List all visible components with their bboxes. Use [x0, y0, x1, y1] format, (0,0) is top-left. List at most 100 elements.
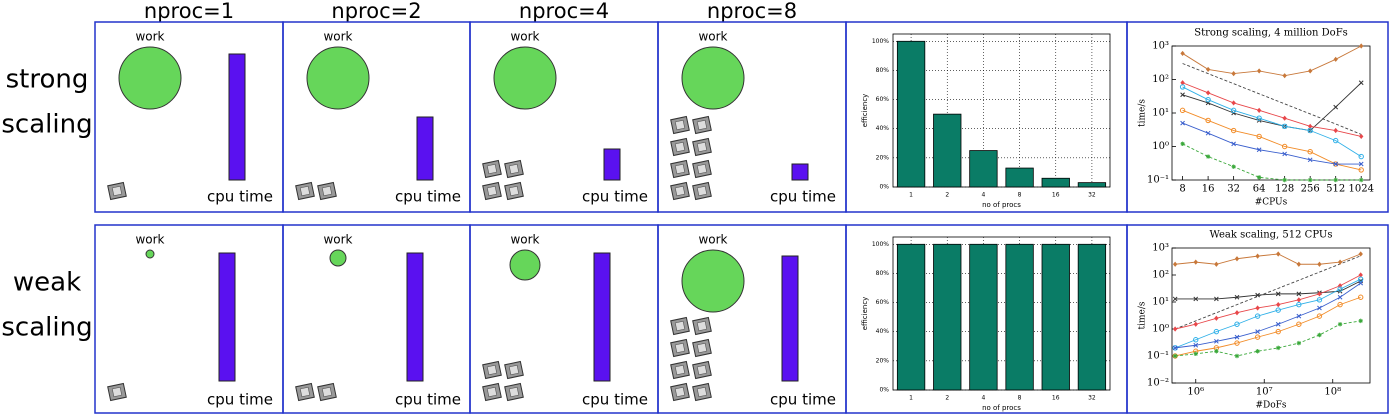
chip-core	[696, 342, 708, 354]
cpu-chip	[670, 137, 690, 157]
plot-area	[892, 33, 1111, 188]
cpu-chip	[692, 181, 712, 201]
marker	[1296, 301, 1302, 308]
chip-core	[508, 163, 520, 175]
marker	[1256, 107, 1262, 113]
marker	[1231, 164, 1236, 169]
marker	[1296, 321, 1302, 327]
series-line	[1175, 274, 1361, 330]
chip-core	[508, 386, 520, 398]
cpu-chip	[670, 382, 690, 402]
marker	[1193, 296, 1199, 302]
work-circle	[145, 249, 155, 259]
x-tick-label: 2	[945, 395, 949, 402]
marker	[1359, 43, 1364, 49]
marker	[1317, 305, 1322, 311]
marker	[1231, 141, 1236, 147]
y-tick-label: 40%	[876, 125, 890, 132]
marker	[1307, 177, 1313, 183]
work-label: work	[135, 233, 164, 247]
marker	[1193, 259, 1198, 265]
marker	[1276, 345, 1281, 351]
marker	[1255, 329, 1260, 334]
cpu-chip	[295, 181, 315, 201]
chart-title: Strong scaling, 4 million DoFs	[1194, 28, 1348, 39]
marker	[1275, 328, 1281, 335]
chip-core	[299, 185, 311, 197]
x-axis-label: no of procs	[982, 201, 1021, 209]
marker	[1275, 291, 1281, 297]
series-line	[1175, 253, 1361, 265]
chip-core	[674, 386, 686, 398]
marker	[1205, 154, 1211, 159]
marker	[1337, 301, 1343, 308]
cpu-label: cpu time	[582, 391, 648, 409]
marker	[1234, 256, 1240, 262]
x-tick-label: 32	[1227, 184, 1240, 195]
bar	[969, 243, 998, 391]
cpu-chip	[692, 159, 712, 179]
row-label: strong	[6, 65, 89, 95]
y-tick-label: 10⁻¹	[1147, 351, 1169, 362]
series-line	[1182, 109, 1362, 171]
marker	[1234, 321, 1240, 327]
row-label: scaling	[1, 313, 92, 343]
marker	[1307, 148, 1313, 155]
marker	[1307, 123, 1313, 129]
chip-core	[508, 364, 520, 376]
series-line	[1175, 282, 1361, 349]
series-line	[1182, 45, 1362, 77]
cpu-label: cpu time	[395, 188, 461, 206]
cpu-bar	[603, 148, 621, 181]
x-tick-label: 1024	[1348, 184, 1373, 195]
marker	[1337, 286, 1343, 292]
x-tick-label: 64	[1253, 184, 1266, 195]
cpu-bar	[791, 163, 809, 181]
bar	[896, 243, 926, 391]
y-tick-label: 0%	[879, 184, 889, 191]
y-tick-label: 10¹	[1152, 108, 1169, 119]
marker	[1358, 251, 1363, 257]
x-tick-label: 32	[1088, 395, 1096, 402]
marker	[1333, 104, 1339, 110]
cpu-bar	[781, 255, 799, 382]
marker	[1359, 133, 1364, 140]
cpu-chip	[692, 115, 712, 135]
work-label: work	[698, 30, 727, 44]
marker	[1256, 175, 1262, 180]
y-tick-label: 100%	[872, 241, 889, 248]
chip-core	[696, 386, 708, 398]
y-tick-label: 20%	[876, 154, 890, 161]
cpu-label: cpu time	[207, 188, 273, 206]
cpu-chip	[670, 316, 690, 336]
marker	[1358, 153, 1364, 160]
marker	[1230, 107, 1237, 114]
cpu-chip	[482, 382, 502, 402]
marker	[1275, 307, 1281, 313]
cpu-bar	[218, 252, 236, 382]
marker	[1337, 259, 1343, 265]
column-header: nproc=8	[707, 0, 797, 23]
marker	[1180, 92, 1185, 98]
marker	[1172, 296, 1178, 302]
marker	[1179, 84, 1186, 90]
marker	[1254, 313, 1261, 319]
bar	[1041, 243, 1070, 391]
chip-core	[674, 185, 686, 197]
marker	[1180, 80, 1185, 86]
y-tick-label: 80%	[876, 67, 890, 74]
chip-core	[674, 320, 686, 332]
cpu-chip	[295, 382, 315, 402]
x-tick-label: 16	[1202, 184, 1215, 195]
marker	[1205, 117, 1211, 124]
cpu-chip	[692, 338, 712, 358]
marker	[1214, 261, 1219, 267]
cpu-bar	[406, 252, 424, 382]
marker	[1317, 291, 1322, 297]
marker	[1205, 130, 1211, 136]
work-label: work	[323, 30, 352, 44]
marker	[1281, 123, 1288, 130]
marker	[1358, 272, 1363, 278]
x-tick-label: 256	[1301, 184, 1320, 195]
